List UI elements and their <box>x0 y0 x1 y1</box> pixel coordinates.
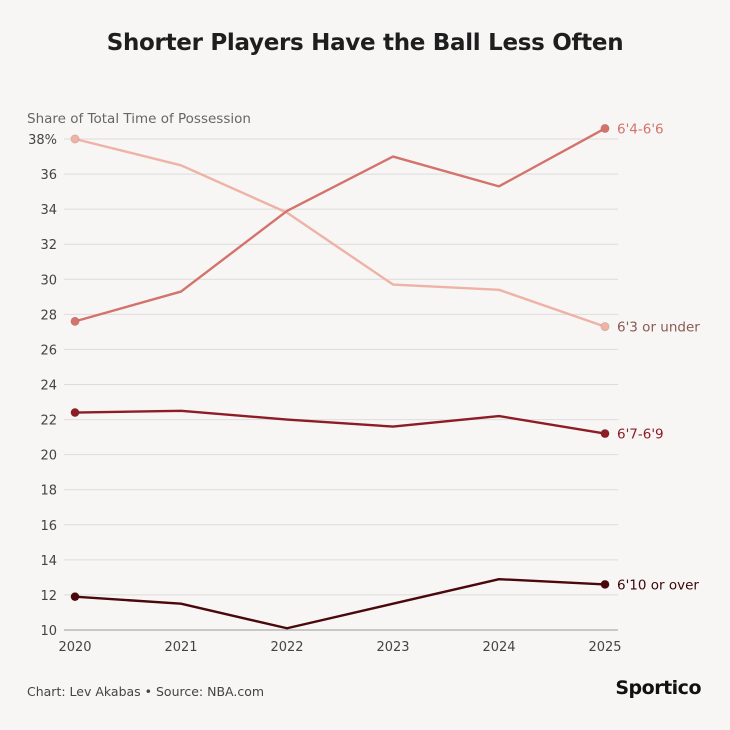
y-tick-label: 26 <box>40 343 57 358</box>
gridlines <box>64 138 618 631</box>
y-tick-label: 10 <box>40 624 57 639</box>
data-point <box>600 322 610 332</box>
data-point <box>70 134 80 144</box>
series-line <box>73 577 607 630</box>
x-tick-labels: 2020 2021 2022 2023 2024 2025 <box>58 640 621 655</box>
series-line <box>73 409 607 435</box>
series <box>70 134 610 332</box>
y-tick-label: 34 <box>40 203 57 218</box>
data-point <box>70 408 80 418</box>
y-axis-title: Share of Total Time of Possession <box>27 111 251 127</box>
series <box>70 123 610 326</box>
data-point <box>70 316 80 326</box>
y-tick-label: 12 <box>40 589 57 604</box>
data-point <box>70 592 80 602</box>
y-tick-label: 32 <box>40 238 57 253</box>
x-tick-label: 2023 <box>376 640 409 655</box>
series-label: 6'3 or under <box>617 320 700 336</box>
y-tick-label: 22 <box>40 414 57 429</box>
x-tick-label: 2021 <box>164 640 197 655</box>
y-tick-label: 36 <box>40 168 57 183</box>
y-tick-label: 28 <box>40 308 57 323</box>
series-label: 6'7-6'9 <box>617 427 664 443</box>
data-point <box>600 123 610 133</box>
y-tick-label: 20 <box>40 449 57 464</box>
x-tick-label: 2022 <box>270 640 303 655</box>
series <box>70 408 610 439</box>
x-tick-label: 2020 <box>58 640 91 655</box>
series-line <box>73 127 607 323</box>
sportico-logo: Sportico <box>615 677 701 699</box>
y-tick-label: 18 <box>40 484 57 499</box>
data-point <box>600 579 610 589</box>
y-tick-label: 16 <box>40 519 57 534</box>
series-label: 6'10 or over <box>617 577 699 593</box>
y-tick-label: 30 <box>40 273 57 288</box>
footer-credit: Chart: Lev Akabas • Source: NBA.com <box>27 684 265 699</box>
data-point <box>600 429 610 439</box>
chart-title: Shorter Players Have the Ball Less Often <box>106 30 624 56</box>
y-tick-label: 24 <box>40 379 57 394</box>
x-tick-label: 2025 <box>588 640 621 655</box>
series-lines <box>70 123 610 630</box>
x-tick-label: 2024 <box>482 640 515 655</box>
series-labels: 6'3 or under 6'4-6'6 6'7-6'9 6'10 or over <box>617 121 700 593</box>
series-label: 6'4-6'6 <box>617 121 664 137</box>
series <box>70 577 610 630</box>
series-line <box>73 137 607 328</box>
y-tick-label: 38% <box>28 133 57 148</box>
y-tick-label: 14 <box>40 554 57 569</box>
y-tick-labels: 10 12 14 16 18 20 22 24 26 28 30 32 34 36 38% <box>28 133 57 639</box>
